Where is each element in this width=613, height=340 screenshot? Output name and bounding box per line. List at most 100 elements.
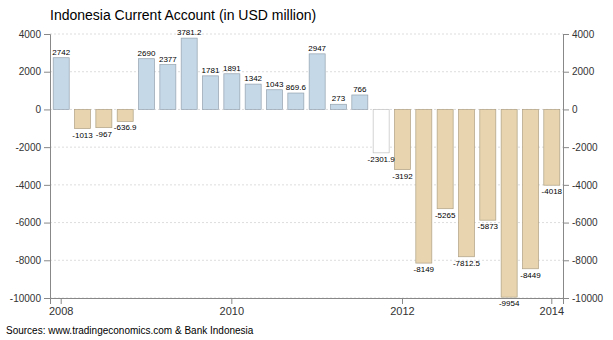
tick-mark xyxy=(44,298,50,299)
data-label: -3192 xyxy=(392,172,413,181)
tick-label: 0 xyxy=(35,104,41,115)
data-label: 766 xyxy=(353,85,367,94)
tick-label: -2000 xyxy=(572,142,598,153)
bar xyxy=(394,109,410,169)
data-label: 273 xyxy=(332,94,346,103)
bar xyxy=(309,54,325,110)
tick-label: 2010 xyxy=(220,305,244,317)
bar xyxy=(437,109,453,208)
bar xyxy=(203,76,219,110)
data-label: 1891 xyxy=(223,64,241,73)
tick-label: -8000 xyxy=(572,255,598,266)
tick-mark xyxy=(44,223,50,224)
tick-mark xyxy=(231,298,232,304)
bar xyxy=(501,109,517,297)
tick-mark xyxy=(44,185,50,186)
tick-label: 2000 xyxy=(19,66,42,77)
tick-mark xyxy=(44,260,50,261)
tick-label: 2012 xyxy=(390,305,414,317)
grid-line xyxy=(50,71,563,72)
data-label: -5265 xyxy=(435,211,456,220)
data-label: -8449 xyxy=(520,271,541,280)
tick-label: -8000 xyxy=(15,255,41,266)
bar xyxy=(522,109,538,268)
data-label: -7812.5 xyxy=(453,259,481,268)
data-label: 3781.2 xyxy=(177,28,202,37)
tick-mark xyxy=(563,34,569,35)
data-label: 2742 xyxy=(52,48,70,57)
tick: 2012 xyxy=(390,298,414,317)
data-label: 2377 xyxy=(159,55,177,64)
tick-label: -10000 xyxy=(10,293,42,304)
tick-mark xyxy=(563,260,569,261)
tick-mark xyxy=(563,223,569,224)
bar xyxy=(139,59,155,110)
data-label: -8149 xyxy=(414,265,435,274)
tick-label: 0 xyxy=(572,104,578,115)
bar xyxy=(160,65,176,110)
tick: 4000 xyxy=(563,29,595,40)
tick-label: 2008 xyxy=(49,305,73,317)
tick: -10000 xyxy=(563,293,604,304)
bar xyxy=(288,93,304,109)
tick-mark xyxy=(563,147,569,148)
bar xyxy=(373,109,389,152)
tick: 2008 xyxy=(49,298,73,317)
tick-mark xyxy=(563,185,569,186)
tick-label: -4000 xyxy=(572,180,598,191)
tick: 2000 xyxy=(563,66,595,77)
tick: -2000 xyxy=(15,142,50,153)
tick: 4000 xyxy=(19,29,50,40)
tick: 0 xyxy=(35,104,50,115)
tick-mark xyxy=(563,109,569,110)
axis-line xyxy=(564,35,570,299)
chart: 2008 2010 2012 2014 -10000 -8000 -6000 -4000 -20… xyxy=(0,0,613,340)
tick-mark xyxy=(44,147,50,148)
plot: 2008 2010 2012 2014 -10000 -8000 -6000 -4000 -20… xyxy=(10,28,604,317)
tick-label: -6000 xyxy=(572,217,598,228)
data-label: 1342 xyxy=(244,74,262,83)
data-label: 2690 xyxy=(138,49,156,58)
tick-label: -10000 xyxy=(572,293,604,304)
bar xyxy=(416,109,432,263)
data-label: -967 xyxy=(96,130,113,139)
bar xyxy=(352,95,368,109)
bar xyxy=(330,104,346,109)
axis-line xyxy=(51,299,564,305)
bar xyxy=(96,109,112,127)
tick-mark xyxy=(563,298,569,299)
y-axis: -10000-8000-6000-4000-2000020004000 xyxy=(10,29,51,304)
tick: 2000 xyxy=(19,66,50,77)
bars xyxy=(53,38,560,297)
tick: 0 xyxy=(563,104,578,115)
tick-label: -6000 xyxy=(15,217,41,228)
data-label: -4018 xyxy=(542,187,563,196)
title: Indonesia Current Account (in USD millio… xyxy=(50,7,316,23)
bar xyxy=(53,58,69,110)
tick-mark xyxy=(563,72,569,73)
axis-line xyxy=(44,35,51,299)
tick: -6000 xyxy=(563,217,598,228)
tick: -6000 xyxy=(15,217,50,228)
tick-mark xyxy=(402,298,403,304)
data-label: 2947 xyxy=(308,44,326,53)
tick-label: 4000 xyxy=(19,29,42,40)
tick: -8000 xyxy=(563,255,598,266)
bar xyxy=(224,74,240,110)
data-label: -9954 xyxy=(499,299,520,308)
grid xyxy=(50,34,563,298)
bar xyxy=(117,109,133,121)
bar xyxy=(458,109,474,256)
tick: 2014 xyxy=(540,298,564,317)
tick-label: 4000 xyxy=(572,29,595,40)
data-label: 1043 xyxy=(266,80,284,89)
bar xyxy=(480,109,496,220)
tick-mark xyxy=(61,298,62,304)
bar xyxy=(181,38,197,109)
tick: 2010 xyxy=(220,298,244,317)
tick: -2000 xyxy=(563,142,598,153)
x-axis: 2008 2010 2012 2014 xyxy=(49,298,564,317)
y2-axis: -10000 -8000 -6000 -4000 -2000 0 2000 4000 xyxy=(563,29,604,304)
annotation: Sources: www.tradingeconomics.com & Bank… xyxy=(6,325,254,336)
tick-label: 2000 xyxy=(572,66,595,77)
